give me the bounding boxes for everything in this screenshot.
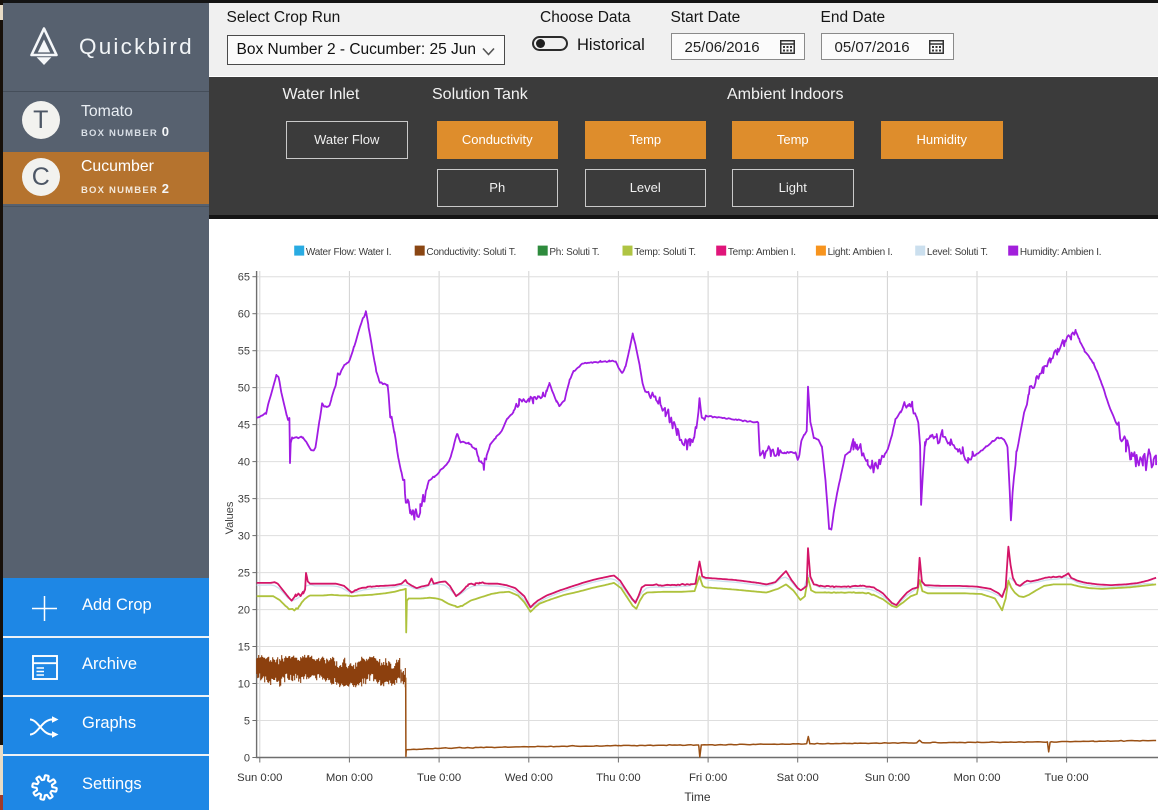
svg-text:Sat 0:00: Sat 0:00 xyxy=(777,772,819,784)
svg-text:Values: Values xyxy=(224,501,236,534)
svg-text:15: 15 xyxy=(238,641,250,653)
svg-text:Time: Time xyxy=(684,790,711,804)
svg-text:45: 45 xyxy=(238,419,250,431)
svg-text:Sun 0:00: Sun 0:00 xyxy=(237,772,282,784)
svg-text:Wed 0:00: Wed 0:00 xyxy=(505,772,553,784)
svg-text:Temp: Soluti T.: Temp: Soluti T. xyxy=(634,246,696,257)
svg-text:40: 40 xyxy=(238,456,250,468)
svg-text:Fri 0:00: Fri 0:00 xyxy=(689,772,727,784)
svg-text:30: 30 xyxy=(238,530,250,542)
svg-text:0: 0 xyxy=(244,752,250,764)
svg-text:Temp: Ambien I.: Temp: Ambien I. xyxy=(728,246,796,257)
svg-text:25: 25 xyxy=(238,567,250,579)
svg-text:Mon 0:00: Mon 0:00 xyxy=(326,772,373,784)
svg-text:10: 10 xyxy=(238,678,250,690)
svg-text:Thu 0:00: Thu 0:00 xyxy=(596,772,641,784)
svg-text:55: 55 xyxy=(238,345,250,357)
svg-text:5: 5 xyxy=(244,715,250,727)
svg-text:Water Flow: Water I.: Water Flow: Water I. xyxy=(306,246,391,257)
svg-text:Humidity: Ambien I.: Humidity: Ambien I. xyxy=(1020,246,1101,257)
svg-text:Ph: Soluti T.: Ph: Soluti T. xyxy=(549,246,599,257)
svg-text:Tue 0:00: Tue 0:00 xyxy=(1045,772,1089,784)
svg-text:Light: Ambien I.: Light: Ambien I. xyxy=(828,246,893,257)
svg-text:Sun 0:00: Sun 0:00 xyxy=(865,772,910,784)
svg-text:Level: Soluti T.: Level: Soluti T. xyxy=(927,246,988,257)
svg-text:Tue 0:00: Tue 0:00 xyxy=(417,772,461,784)
svg-text:Conductivity: Soluti T.: Conductivity: Soluti T. xyxy=(426,246,516,257)
svg-text:60: 60 xyxy=(238,308,250,320)
svg-text:Mon 0:00: Mon 0:00 xyxy=(953,772,1000,784)
svg-text:65: 65 xyxy=(238,271,250,283)
svg-text:20: 20 xyxy=(238,604,250,616)
svg-text:50: 50 xyxy=(238,382,250,394)
svg-text:35: 35 xyxy=(238,493,250,505)
